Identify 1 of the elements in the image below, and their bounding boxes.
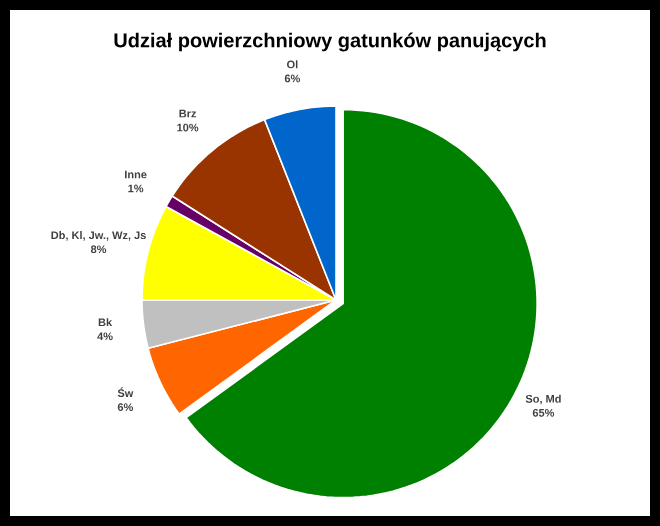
chart-title: Udział powierzchniowy gatunków panujących <box>114 32 546 52</box>
